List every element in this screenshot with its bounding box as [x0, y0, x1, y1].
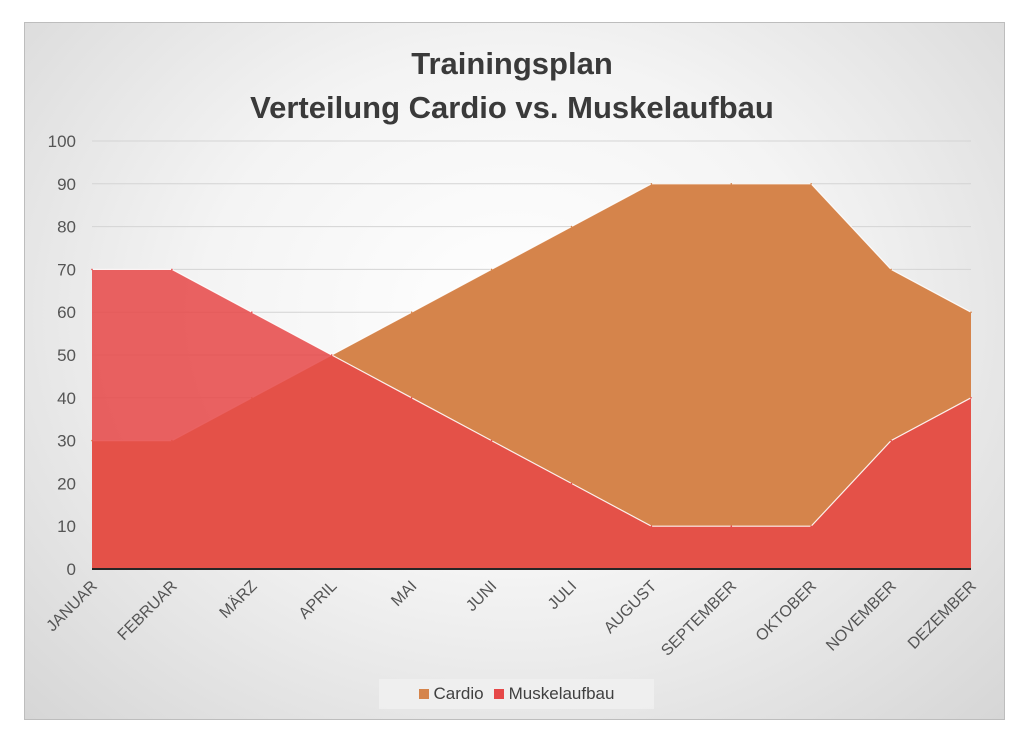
x-tick-label-märz: MÄRZ	[216, 577, 261, 622]
data-point-cardio-5	[490, 268, 493, 271]
y-tick-label-40: 40	[57, 389, 76, 408]
data-point-muskelaufbau-7	[650, 525, 653, 527]
y-tick-label-70: 70	[57, 260, 76, 279]
legend-swatch-muskelaufbau	[493, 689, 504, 699]
y-tick-label-50: 50	[57, 346, 76, 365]
chart-title: Trainingsplan Verteilung Cardio vs. Musk…	[0, 42, 1024, 130]
y-tick-label-10: 10	[57, 517, 76, 536]
x-tick-label-februar: FEBRUAR	[115, 578, 181, 644]
y-tick-label-90: 90	[57, 175, 76, 194]
data-point-cardio-9	[810, 183, 812, 185]
data-point-cardio-10	[890, 268, 892, 271]
area-series-muskelaufbau	[92, 269, 971, 569]
data-point-cardio-11	[970, 311, 972, 314]
x-tick-label-april: APRIL	[296, 578, 341, 623]
x-tick-label-oktober: OKTOBER	[753, 578, 820, 645]
data-point-muskelaufbau-4	[410, 397, 413, 399]
legend-swatch-cardio	[418, 689, 429, 699]
y-tick-label-0: 0	[67, 560, 76, 579]
data-point-cardio-7	[650, 183, 653, 185]
legend: Cardio Muskelaufbau	[379, 679, 654, 709]
legend-item-cardio: Cardio	[418, 684, 484, 704]
x-tick-label-juni: JUNI	[463, 578, 500, 615]
data-point-muskelaufbau-11	[970, 397, 972, 399]
x-tick-label-august: AUGUST	[601, 578, 660, 637]
legend-label-muskelaufbau: Muskelaufbau	[508, 684, 615, 703]
data-point-muskelaufbau-2	[251, 311, 253, 314]
legend-item-muskelaufbau: Muskelaufbau	[493, 684, 615, 704]
x-tick-label-januar: JANUAR	[44, 578, 101, 635]
x-tick-label-november: NOVEMBER	[823, 578, 900, 655]
data-point-muskelaufbau-8	[730, 525, 733, 527]
area-series	[91, 183, 972, 570]
y-tick-label-80: 80	[57, 218, 76, 237]
x-tick-label-mai: MAI	[388, 578, 420, 610]
x-tick-label-juli: JULI	[545, 578, 580, 613]
data-point-cardio-8	[730, 183, 733, 185]
x-tick-label-dezember: DEZEMBER	[905, 578, 980, 653]
y-tick-label-60: 60	[57, 303, 76, 322]
y-tick-label-30: 30	[57, 432, 76, 451]
data-point-cardio-6	[570, 225, 573, 228]
data-point-cardio-4	[410, 311, 413, 314]
data-point-muskelaufbau-6	[570, 482, 573, 485]
data-point-muskelaufbau-5	[490, 439, 493, 442]
x-tick-label-september: SEPTEMBER	[658, 578, 740, 660]
data-point-muskelaufbau-1	[171, 268, 173, 271]
y-tick-label-20: 20	[57, 474, 76, 493]
data-point-muskelaufbau-10	[890, 439, 892, 442]
y-tick-label-100: 100	[48, 132, 76, 151]
area-outline-muskelaufbau	[92, 268, 972, 527]
data-point-muskelaufbau-3	[330, 354, 333, 356]
data-point-muskelaufbau-0	[91, 268, 93, 271]
legend-label-cardio: Cardio	[433, 684, 484, 703]
chart-title-line-1: Trainingsplan	[411, 46, 613, 81]
chart-title-line-2: Verteilung Cardio vs. Muskelaufbau	[250, 90, 774, 125]
data-point-muskelaufbau-9	[810, 525, 812, 527]
